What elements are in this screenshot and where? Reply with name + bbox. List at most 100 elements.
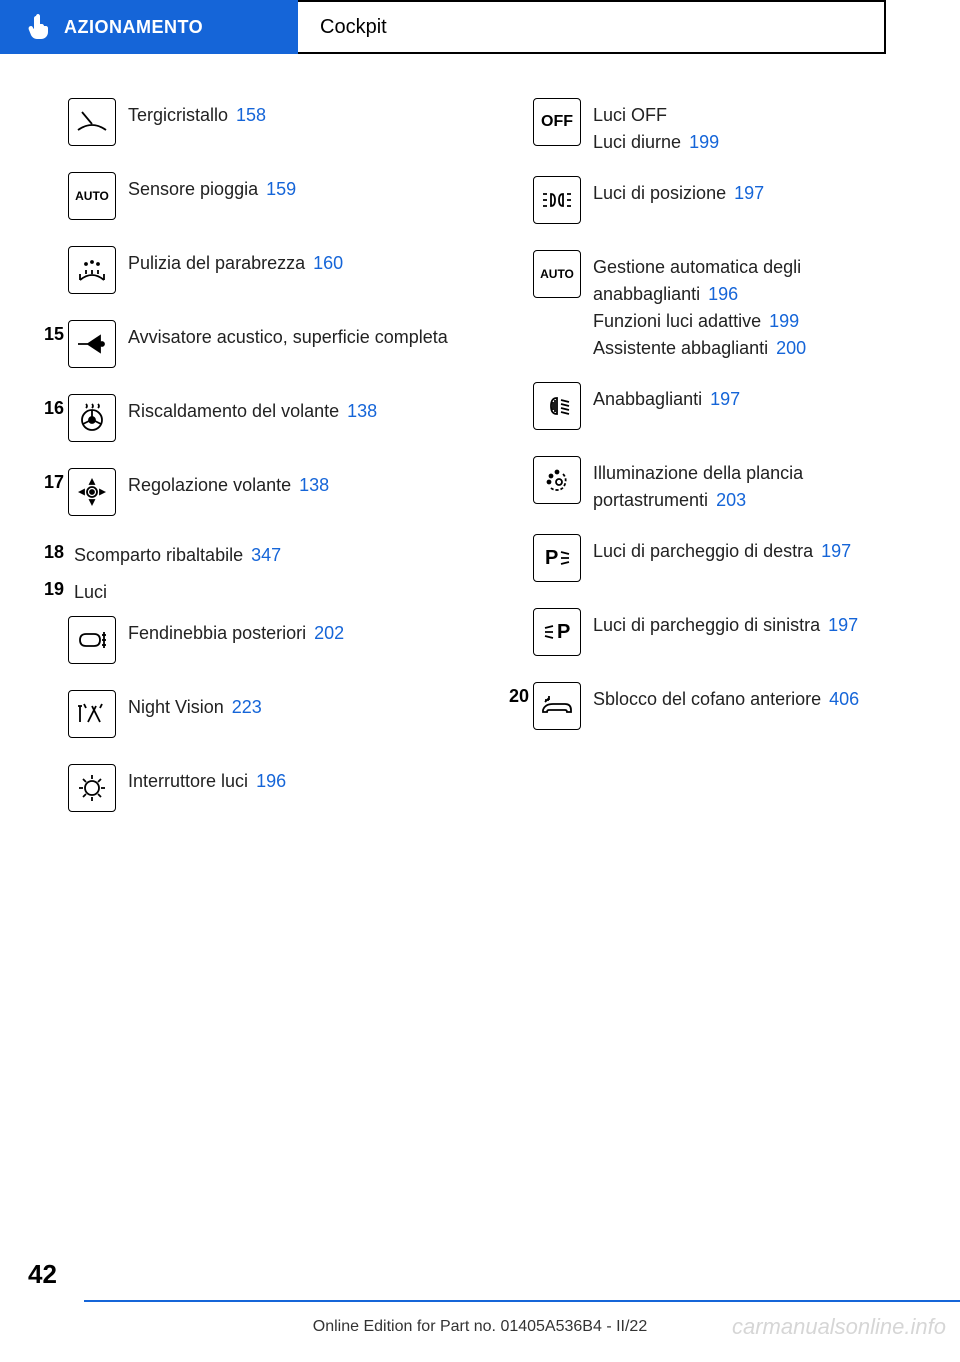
rear-fog-icon	[68, 616, 116, 664]
page-reference[interactable]: 196	[708, 284, 738, 304]
page-reference[interactable]: 196	[256, 771, 286, 791]
pointer-hand-icon	[28, 14, 50, 40]
page-reference[interactable]: 160	[313, 253, 343, 273]
page-reference[interactable]: 406	[829, 689, 859, 709]
svg-text:P: P	[557, 621, 570, 643]
item-text: Sblocco del cofano anteriore406	[593, 682, 920, 713]
item-label: Avvisatore acustico, superficie completa	[128, 327, 448, 347]
svg-text:P: P	[545, 547, 558, 569]
icon-column	[533, 382, 593, 430]
page-reference[interactable]: 200	[776, 338, 806, 358]
item-number	[40, 764, 68, 768]
item-text: Scomparto ribaltabile347	[68, 542, 455, 569]
page-reference[interactable]: 197	[821, 541, 851, 561]
page-reference[interactable]: 197	[710, 389, 740, 409]
control-row: AUTOGestione automatica degli anabbaglia…	[505, 250, 920, 362]
control-row: Fendinebbia posteriori202	[40, 616, 455, 670]
page-reference[interactable]: 223	[232, 697, 262, 717]
icon-column	[68, 246, 128, 294]
page-reference[interactable]: 159	[266, 179, 296, 199]
item-label: Pulizia del parabrezza160	[128, 253, 343, 273]
item-text: Luci di posizione197	[593, 176, 920, 207]
item-text: Riscaldamento del volante138	[128, 394, 455, 425]
item-number	[40, 172, 68, 176]
icon-column	[68, 690, 128, 738]
item-text: Anabbaglianti197	[593, 382, 920, 413]
instrument-icon	[533, 456, 581, 504]
footer-divider	[84, 1300, 960, 1302]
icon-column: AUTO	[68, 172, 128, 220]
item-number	[505, 608, 533, 612]
content-area: Tergicristallo158 AUTO Sensore pioggia159 P…	[0, 54, 960, 838]
page-reference[interactable]: 199	[769, 311, 799, 331]
item-label: Gestione automatica degli anabbaglianti1…	[593, 257, 801, 304]
item-number	[505, 98, 533, 102]
item-text: Sensore pioggia159	[128, 172, 455, 203]
item-label: Regolazione volante138	[128, 475, 329, 495]
icon-column	[533, 176, 593, 224]
icon-column: P	[533, 534, 593, 582]
item-label: Tergicristallo158	[128, 105, 266, 125]
control-row: PLuci di parcheggio di destra197	[505, 534, 920, 588]
page-reference[interactable]: 138	[299, 475, 329, 495]
night-vision-icon	[68, 690, 116, 738]
icon-column	[533, 682, 593, 730]
icon-column	[68, 98, 128, 146]
item-text: Luci di parcheggio di sinistra197	[593, 608, 920, 639]
off-icon: OFF	[533, 98, 581, 146]
item-label: Anabbaglianti197	[593, 389, 740, 409]
page-reference[interactable]: 138	[347, 401, 377, 421]
horn-icon	[68, 320, 116, 368]
page-reference[interactable]: 158	[236, 105, 266, 125]
control-row: Night Vision223	[40, 690, 455, 744]
item-text: Illuminazione della plancia portastrumen…	[593, 456, 920, 514]
page-reference[interactable]: 197	[734, 183, 764, 203]
item-label: Luci di parcheggio di sinistra197	[593, 615, 858, 635]
page-reference[interactable]: 347	[251, 545, 281, 565]
item-text: Pulizia del parabrezza160	[128, 246, 455, 277]
text-row: 19Luci	[40, 579, 455, 606]
header-title: Cockpit	[298, 0, 886, 54]
item-label: Luci OFF	[593, 105, 667, 125]
control-row: P Luci di parcheggio di sinistra197	[505, 608, 920, 662]
item-number	[40, 98, 68, 102]
item-label: Illuminazione della plancia portastrumen…	[593, 463, 803, 510]
item-number	[505, 176, 533, 180]
page-reference[interactable]: 197	[828, 615, 858, 635]
right-column: OFF Luci OFF Luci diurne199 Luci di posizio…	[505, 98, 920, 838]
control-row: OFF Luci OFF Luci diurne199	[505, 98, 920, 156]
page-reference[interactable]: 202	[314, 623, 344, 643]
item-label: Night Vision223	[128, 697, 262, 717]
item-number: 18	[40, 542, 68, 563]
control-row: 15Avvisatore acustico, superficie comple…	[40, 320, 455, 374]
park-right-icon: P	[533, 534, 581, 582]
item-label: Riscaldamento del volante138	[128, 401, 377, 421]
icon-column: AUTO	[533, 250, 593, 298]
item-label: Fendinebbia posteriori202	[128, 623, 344, 643]
item-number	[40, 690, 68, 694]
left-column: Tergicristallo158 AUTO Sensore pioggia159 P…	[40, 98, 455, 838]
hood-icon	[533, 682, 581, 730]
auto-icon: AUTO	[68, 172, 116, 220]
item-number	[505, 456, 533, 460]
item-label: Sblocco del cofano anteriore406	[593, 689, 859, 709]
page-reference[interactable]: 199	[689, 132, 719, 152]
item-text: Luci	[68, 579, 455, 606]
item-label: Interruttore luci196	[128, 771, 286, 791]
item-label: Luci di posizione197	[593, 183, 764, 203]
item-text: Night Vision223	[128, 690, 455, 721]
control-row: 16Riscaldamento del volante138	[40, 394, 455, 448]
item-text: Avvisatore acustico, superficie completa	[128, 320, 455, 351]
item-number	[40, 616, 68, 620]
heated-wheel-icon	[68, 394, 116, 442]
washer-icon	[68, 246, 116, 294]
header-title-text: Cockpit	[320, 16, 387, 39]
page-reference[interactable]: 203	[716, 490, 746, 510]
icon-column	[68, 394, 128, 442]
header-section-label: AZIONAMENTO	[64, 17, 203, 38]
item-number	[40, 246, 68, 250]
park-left-icon: P	[533, 608, 581, 656]
item-label: Luci diurne199	[593, 132, 719, 152]
item-label: Sensore pioggia159	[128, 179, 296, 199]
control-row: Anabbaglianti197	[505, 382, 920, 436]
